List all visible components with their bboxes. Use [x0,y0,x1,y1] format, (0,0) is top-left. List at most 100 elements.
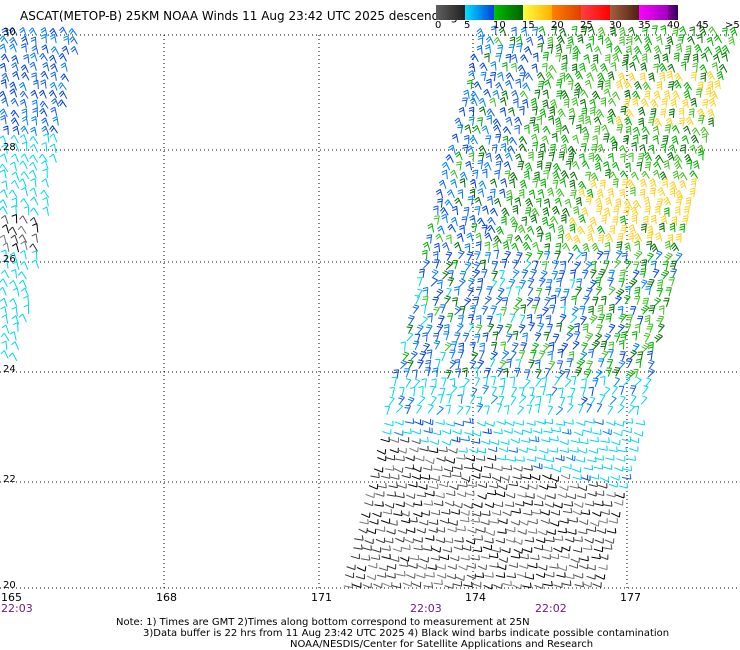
wind-barb [696,33,703,44]
wind-barb [708,117,714,127]
wind-barb [477,494,487,500]
wind-barb [569,223,576,234]
wind-barb [444,341,452,352]
wind-barb [426,349,433,359]
wind-barb [406,324,414,334]
wind-barb [527,445,537,452]
wind-barb [19,90,29,99]
wind-barb [493,428,503,435]
wind-barb [592,296,599,306]
wind-barb [541,554,551,560]
wind-barb [626,369,636,379]
wind-barb [618,313,627,323]
wind-barb [423,259,431,269]
wind-barb [640,279,648,289]
wind-barb [11,54,19,65]
wind-barb [9,161,17,172]
wind-barb [558,27,567,37]
wind-barb [486,315,493,325]
wind-barb [445,458,455,464]
wind-barb [483,584,493,590]
wind-barb [532,241,539,252]
wind-barb [650,99,659,108]
wind-barb [386,564,397,570]
wind-barb [613,430,623,437]
wind-barb [366,528,377,535]
wind-barb [49,133,58,143]
wind-barb [533,463,543,470]
wind-barb [569,279,576,289]
wind-barb [463,377,470,387]
wind-barb [582,581,592,588]
wind-barb [473,269,481,279]
wind-barb [427,564,437,570]
wind-barb [487,446,498,453]
wind-barb [577,404,584,414]
wind-barb [643,152,653,161]
wind-barb [457,249,465,260]
wind-barb [534,583,544,589]
wind-barb [630,394,637,405]
wind-barb [451,205,459,216]
wind-barb [535,368,542,379]
wind-barb [472,466,483,472]
wind-barb [441,242,450,252]
wind-barb [420,304,427,314]
wind-barb [344,572,355,579]
wind-barb [500,143,507,153]
wind-barb [597,35,604,45]
wind-barb [445,421,455,427]
wind-barb [464,243,471,253]
wind-barb [706,36,714,47]
wind-barb [491,144,498,154]
wind-barb [450,216,458,227]
wind-barb [596,250,604,260]
wind-barb [519,563,529,569]
wind-barb [534,171,540,181]
wind-barb [443,466,454,473]
wind-barb [495,82,504,91]
wind-barb [548,64,557,74]
wind-barb [557,492,567,499]
wind-barb [575,457,586,463]
wind-barb [484,537,494,544]
wind-barb [450,555,460,562]
wind-barb [491,260,499,271]
wind-barb [596,324,603,334]
wind-barb [530,133,539,144]
wind-barb [484,241,490,252]
wind-barb [671,216,678,226]
wind-barb [402,428,412,434]
wind-barb [460,510,470,516]
wind-barb [641,342,651,353]
wind-barb [641,126,650,135]
wind-barb [523,46,532,56]
wind-barb [537,42,543,53]
wind-barb [575,196,582,207]
wind-barb [526,296,534,307]
wind-barb [585,42,593,53]
wind-barb [447,564,457,570]
wind-barb [628,404,635,414]
wind-barb [559,439,569,445]
wind-barb [624,323,632,334]
wind-barb [673,154,683,164]
wind-barb [510,53,518,64]
map-title: ASCAT(METOP-B) 25KM NOAA Winds 11 Aug 23… [20,9,458,23]
wind-barb [597,80,604,91]
wind-barb [557,348,564,359]
wind-barb [580,143,587,153]
wind-barb [548,341,555,352]
wind-barb [577,180,587,190]
wind-barb [712,53,721,64]
wind-barb [508,44,515,54]
wind-barb [612,178,619,188]
wind-barb [645,285,652,296]
wind-barb [603,501,613,507]
wind-barb [616,456,626,462]
wind-barb [505,420,515,427]
wind-barb [586,224,595,234]
wind-barb [620,105,627,116]
wind-barb [567,153,575,163]
wind-barb [29,154,39,163]
